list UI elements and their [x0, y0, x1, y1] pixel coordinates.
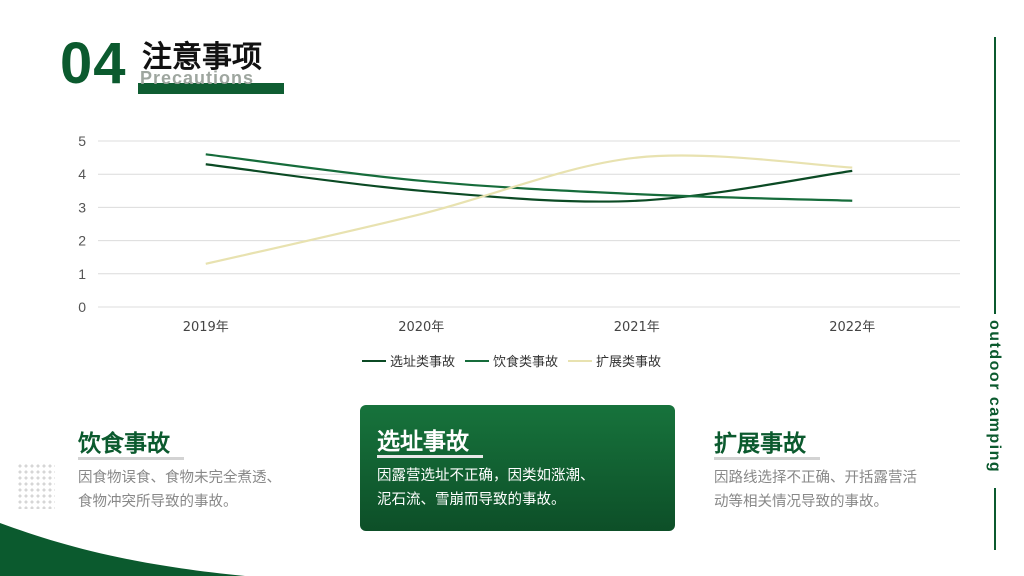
chart-series [205, 153, 853, 265]
legend-item: 饮食类事故 [465, 351, 558, 370]
y-tick-label: 3 [78, 199, 86, 215]
legend-swatch [362, 359, 386, 362]
legend-label: 饮食类事故 [493, 355, 559, 370]
y-axis-ticks: 0 1 2 3 4 5 [78, 133, 86, 315]
side-divider-top [994, 37, 996, 314]
legend-item: 选址类事故 [362, 351, 455, 370]
card-text-line: 因食物误食、食物未完全煮透、 [78, 470, 281, 486]
legend-item: 扩展类事故 [568, 351, 661, 370]
corner-wave-decoration [0, 523, 245, 576]
legend-swatch [465, 359, 490, 362]
page-title: 注意事项 [142, 40, 262, 75]
card-title-expand: 扩展事故 [714, 431, 806, 457]
series-line-1 [205, 163, 853, 203]
chart-grid [98, 140, 960, 308]
card-underline-site [377, 455, 483, 458]
section-subtitle: Precautions [140, 68, 255, 88]
card-text-line: 泥石流、雪崩而导致的事故。 [377, 492, 566, 508]
x-axis-ticks: 2019年 2020年 2021年 2022年 [183, 320, 876, 335]
x-tick-label: 2021年 [614, 320, 660, 335]
card-text-line: 因露营选址不正确，因类如涨潮、 [377, 468, 595, 484]
card-text-expand: 因路线选择不正确、开括露营活 动等相关情况导致的事故。 [714, 466, 917, 514]
legend-label: 选址类事故 [390, 355, 456, 370]
dot-pattern-decoration [17, 463, 55, 509]
chart-legend: 选址类事故 饮食类事故 扩展类事故 [362, 351, 665, 370]
series-line-2 [205, 153, 853, 202]
side-divider-bottom [994, 488, 996, 550]
card-underline-diet [78, 457, 184, 460]
title-underline-bar [138, 83, 284, 94]
card-text-line: 食物冲突所导致的事故。 [78, 494, 238, 510]
series-line-3 [205, 154, 853, 265]
y-tick-label: 2 [78, 233, 86, 249]
card-title-site: 选址事故 [377, 429, 469, 455]
x-tick-label: 2019年 [183, 320, 229, 335]
y-tick-label: 4 [78, 166, 86, 182]
card-title-diet: 饮食事故 [78, 431, 170, 457]
card-highlight-background [360, 405, 675, 531]
card-text-site: 因露营选址不正确，因类如涨潮、 泥石流、雪崩而导致的事故。 [377, 464, 595, 512]
y-tick-label: 5 [78, 133, 86, 149]
x-tick-label: 2022年 [829, 320, 875, 335]
card-text-diet: 因食物误食、食物未完全煮透、 食物冲突所导致的事故。 [78, 466, 281, 514]
legend-swatch [568, 359, 593, 362]
y-tick-label: 1 [78, 266, 86, 282]
card-text-line: 因路线选择不正确、开括露营活 [714, 470, 917, 486]
card-text-line: 动等相关情况导致的事故。 [714, 494, 888, 510]
y-tick-label: 0 [78, 299, 86, 315]
x-tick-label: 2020年 [398, 320, 444, 335]
legend-label: 扩展类事故 [596, 355, 662, 370]
section-number: 04 [60, 31, 127, 96]
card-underline-expand [714, 457, 820, 460]
